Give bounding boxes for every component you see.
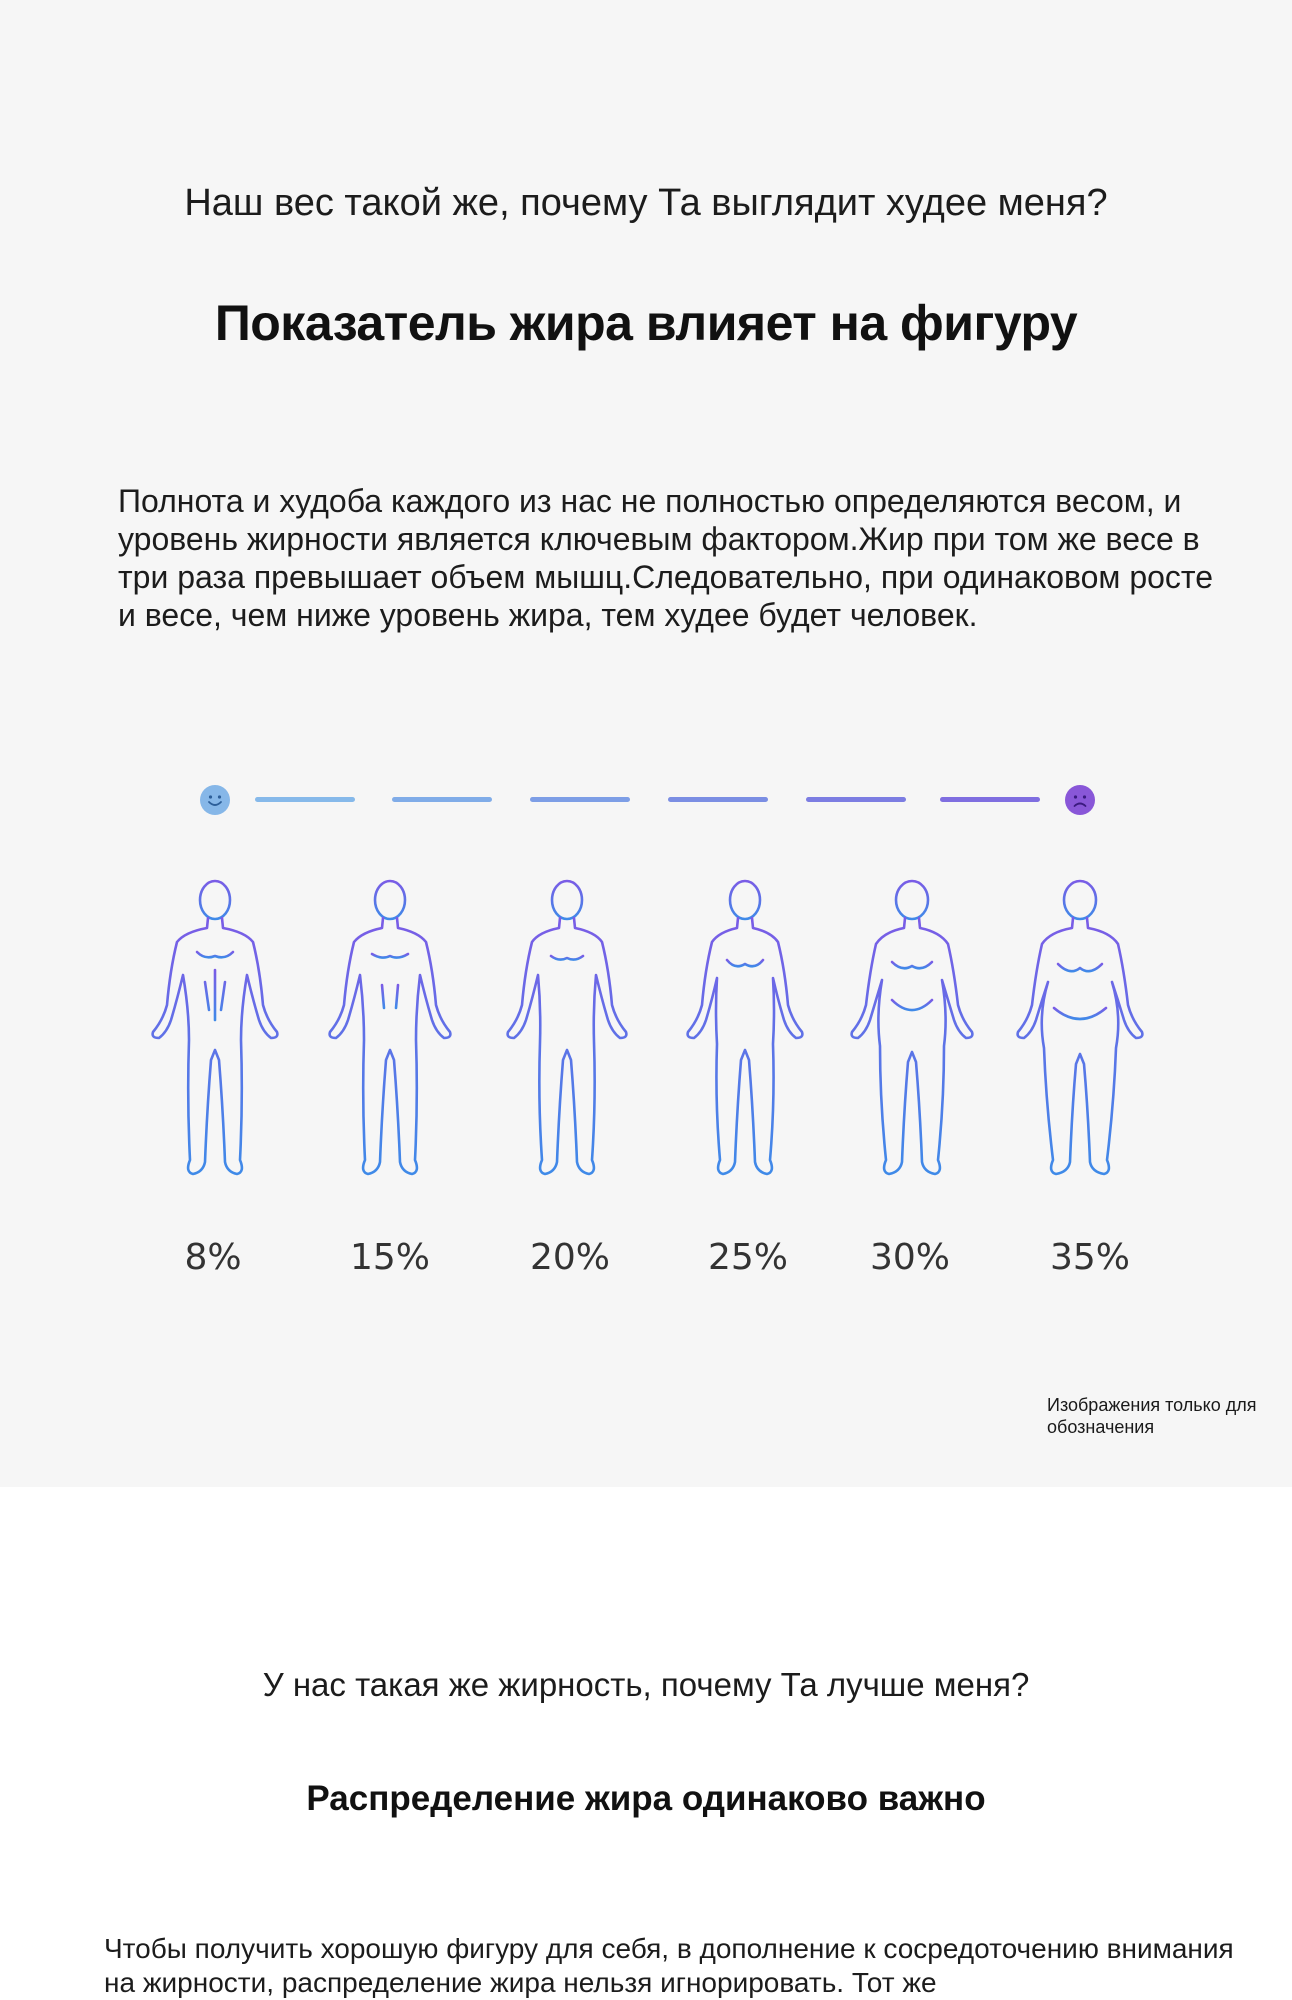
scale-segment (806, 797, 906, 802)
body-figure-25 (686, 879, 804, 1176)
body-fat-panel (0, 0, 1292, 1487)
body-figure-20 (506, 879, 628, 1176)
section1-paragraph: Полнота и худоба каждого из нас не полно… (118, 483, 1213, 633)
illustration-note: Изображения только для обозначения (1047, 1395, 1257, 1437)
smiling-face-icon (200, 785, 230, 815)
scale-segment (940, 797, 1040, 802)
fat-scale (0, 775, 1292, 825)
fat-label-25: 25% (707, 1237, 788, 1278)
section2-question: У нас такая же жирность, почему Та лучше… (262, 1666, 1030, 1703)
body-figure-35 (1016, 879, 1144, 1176)
body-figure-30 (850, 879, 974, 1176)
body-figures (0, 870, 1292, 1200)
fat-label-15: 15% (349, 1237, 430, 1278)
section2-heading: Распределение жира одинаково важно (306, 1779, 986, 1818)
fat-label-30: 30% (869, 1237, 950, 1278)
section2-paragraph: Чтобы получить хорошую фигуру для себя, … (104, 1933, 1234, 1998)
body-figure-15 (328, 879, 452, 1176)
sad-face-icon (1065, 785, 1095, 815)
fat-label-35: 35% (1049, 1237, 1130, 1278)
section1-question: Наш вес такой же, почему Та выглядит худ… (184, 182, 1108, 224)
fat-label-20: 20% (529, 1237, 610, 1278)
scale-segment (530, 797, 630, 802)
fat-label-8: 8% (184, 1237, 242, 1278)
scale-segment (668, 797, 768, 802)
scale-segment (392, 797, 492, 802)
body-figure-8 (151, 879, 279, 1176)
scale-segment (255, 797, 355, 802)
section1-heading: Показатель жира влияет на фигуру (214, 295, 1078, 351)
